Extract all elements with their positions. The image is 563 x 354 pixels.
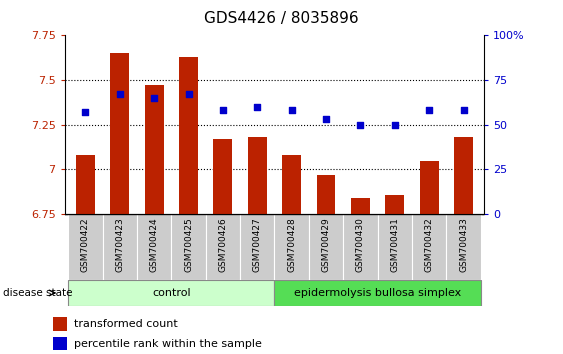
Text: GSM700429: GSM700429 — [321, 217, 330, 272]
Bar — [454, 137, 473, 214]
Point — [150, 95, 159, 101]
Point — [287, 108, 296, 113]
Text: GDS4426 / 8035896: GDS4426 / 8035896 — [204, 11, 359, 25]
Point — [459, 108, 468, 113]
Text: GSM700433: GSM700433 — [459, 217, 468, 272]
Bar — [179, 57, 198, 214]
Text: epidermolysis bullosa simplex: epidermolysis bullosa simplex — [294, 288, 461, 298]
Bar — [145, 85, 164, 214]
Bar — [446, 214, 481, 280]
Text: GSM700427: GSM700427 — [253, 217, 262, 272]
Point — [81, 109, 90, 115]
Bar — [213, 139, 233, 214]
Bar — [309, 214, 343, 280]
Text: GSM700430: GSM700430 — [356, 217, 365, 272]
Point — [425, 108, 434, 113]
Text: GSM700423: GSM700423 — [115, 217, 124, 272]
Text: control: control — [152, 288, 191, 298]
Bar — [68, 280, 275, 306]
Bar — [351, 198, 370, 214]
Bar — [420, 161, 439, 214]
Bar — [378, 214, 412, 280]
Point — [321, 116, 330, 122]
Bar — [110, 53, 129, 214]
Bar — [53, 337, 67, 350]
Text: GSM700431: GSM700431 — [390, 217, 399, 272]
Bar — [240, 214, 275, 280]
Bar — [275, 280, 481, 306]
Point — [184, 92, 193, 97]
Text: GSM700422: GSM700422 — [81, 217, 90, 272]
Text: percentile rank within the sample: percentile rank within the sample — [74, 339, 262, 349]
Bar — [76, 155, 95, 214]
Bar — [53, 317, 67, 331]
Bar — [385, 194, 404, 214]
Bar — [137, 214, 171, 280]
Bar — [205, 214, 240, 280]
Text: GSM700425: GSM700425 — [184, 217, 193, 272]
Text: GSM700428: GSM700428 — [287, 217, 296, 272]
Point — [218, 108, 227, 113]
Bar — [248, 137, 267, 214]
Point — [356, 122, 365, 127]
Text: transformed count: transformed count — [74, 319, 177, 329]
Point — [115, 92, 124, 97]
Text: disease state: disease state — [3, 288, 72, 298]
Bar — [171, 214, 205, 280]
Bar — [412, 214, 446, 280]
Bar — [68, 214, 102, 280]
Bar — [102, 214, 137, 280]
Bar — [343, 214, 378, 280]
Point — [253, 104, 262, 110]
Bar — [275, 214, 309, 280]
Text: GSM700424: GSM700424 — [150, 217, 159, 272]
Point — [390, 122, 399, 127]
Text: GSM700426: GSM700426 — [218, 217, 227, 272]
Text: GSM700432: GSM700432 — [425, 217, 434, 272]
Bar — [316, 175, 336, 214]
Bar — [282, 155, 301, 214]
